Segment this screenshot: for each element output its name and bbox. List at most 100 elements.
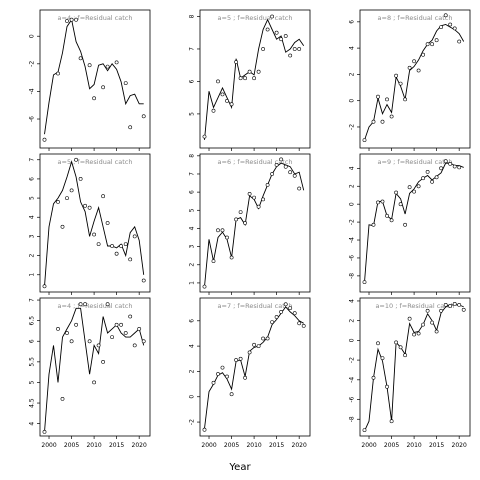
obs-point [292, 173, 297, 178]
obs-point [376, 200, 380, 205]
obs-point [288, 170, 293, 175]
obs-point [434, 329, 439, 334]
obs-point [225, 99, 229, 103]
obs-point [362, 138, 367, 143]
obs-point [238, 210, 243, 215]
obs-point [362, 428, 367, 433]
panel-2: a=5 ; f=Residual catch 5 6 7 8 [189, 9, 311, 151]
obs-point [65, 196, 69, 201]
y-tick-label: 4 [349, 46, 356, 50]
obs-point [123, 81, 128, 86]
obs-point [141, 114, 146, 119]
obs-point [247, 69, 252, 74]
obs-point [225, 235, 229, 240]
obs-point [128, 314, 133, 319]
obs-point [380, 199, 385, 204]
obs-point [92, 380, 97, 385]
obs-point [83, 302, 88, 307]
obs-point [283, 34, 288, 38]
obs-point [114, 322, 119, 327]
fit-line [364, 24, 465, 141]
obs-point [60, 396, 65, 401]
obs-point [380, 119, 385, 124]
fit-line [204, 162, 305, 287]
y-tick-label: 0 [349, 99, 356, 103]
panel-title: a=4 ; f=Residual catch [58, 14, 133, 22]
panel-7: a=4 ; f=Residual catch 4 4.5 5 5.5 6 6.5 7 2000 2… [29, 297, 151, 449]
obs-point [274, 30, 279, 35]
obs-point [439, 308, 444, 313]
y-tick-label: 7 [29, 158, 36, 162]
obs-point [78, 302, 83, 307]
obs-point [202, 427, 207, 432]
obs-point [301, 323, 306, 328]
obs-point [252, 195, 257, 200]
obs-point [265, 336, 270, 341]
obs-point [452, 164, 457, 169]
obs-point [128, 257, 133, 262]
panel-8: a=7 ; f=Residual catch -2 0 2 4 6 2000 2005 2010… [189, 297, 311, 449]
y-tick-label: 8 [189, 14, 196, 18]
obs-point [394, 73, 399, 78]
panel-title: a=4 ; f=Residual catch [58, 302, 133, 310]
panel-frame [199, 9, 311, 149]
y-tick-label: -8 [349, 416, 356, 422]
obs-point [389, 419, 394, 424]
y-tick-label: 7 [189, 172, 196, 176]
y-tick-label: 4 [29, 422, 36, 426]
obs-point [412, 332, 417, 337]
x-tick-label: 2005 [224, 442, 239, 449]
obs-point [123, 331, 128, 335]
obs-point [261, 47, 266, 51]
obs-point [385, 213, 389, 218]
panel-title: a=8 ; f=Residual catch [378, 14, 453, 22]
y-tick-label: 2 [189, 263, 196, 267]
obs-point [137, 326, 142, 331]
obs-point [407, 316, 412, 321]
obs-point [132, 234, 137, 239]
fit-line [364, 162, 464, 283]
obs-point [265, 27, 270, 32]
y-tick-label: 4 [189, 226, 196, 230]
obs-point [457, 39, 462, 44]
obs-point [69, 339, 74, 344]
x-tick-label: 2005 [384, 442, 399, 449]
y-tick-label: 2 [189, 369, 196, 373]
obs-point [83, 203, 88, 208]
y-tick-label: 3 [189, 245, 196, 249]
y-tick-label: 6 [29, 339, 36, 343]
obs-point [238, 76, 243, 81]
fit-line [364, 304, 464, 432]
obs-point [87, 63, 92, 68]
y-tick-label: 3 [29, 234, 36, 238]
y-tick-label: 2 [349, 72, 356, 76]
obs-point [430, 42, 435, 47]
obs-point [371, 119, 376, 124]
x-tick-label: 2010 [406, 442, 421, 449]
y-tick-label: 6 [189, 190, 196, 194]
obs-point [229, 392, 234, 397]
x-axis-title: Year [228, 462, 251, 473]
obs-point [96, 242, 101, 247]
panel-title: a=5 ; f=Residual catch [218, 14, 293, 22]
y-tick-label: -6 [349, 396, 356, 402]
obs-point [96, 343, 101, 348]
obs-point [403, 97, 408, 102]
y-tick-label: -8 [349, 273, 356, 279]
panel-1: a=4 ; f=Residual catch 0 -2 -4 -6 [29, 9, 151, 151]
x-tick-label: 2015 [269, 442, 284, 449]
panel-frame [199, 153, 311, 293]
obs-point [407, 65, 412, 70]
x-tick-label: 2005 [64, 442, 79, 449]
obs-point [128, 125, 133, 130]
obs-point [292, 311, 297, 316]
y-tick-label: 6 [349, 20, 356, 24]
obs-point [394, 340, 399, 345]
panel-title: a=7 ; f=Residual catch [218, 302, 293, 310]
y-tick-label: 0 [349, 338, 356, 342]
obs-point [123, 242, 128, 247]
obs-point [114, 60, 119, 65]
obs-point [69, 188, 74, 193]
y-tick-label: 0 [189, 395, 196, 399]
